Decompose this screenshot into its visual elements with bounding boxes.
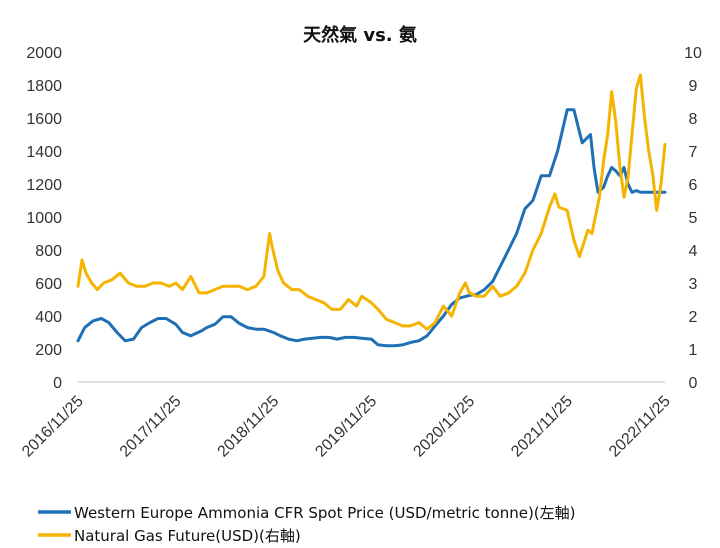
x-tick-label: 2020/11/25 [410, 393, 478, 461]
y-left-tick-label: 2000 [26, 45, 62, 62]
x-tick-label: 2016/11/25 [19, 393, 87, 461]
y-right-tick-label: 3 [689, 276, 698, 293]
y-left-tick-label: 200 [35, 342, 62, 359]
y-right-tick-label: 1 [689, 342, 698, 359]
x-axis: 2016/11/25 2017/11/25 2018/11/25 2019/11/25… [19, 393, 674, 461]
plot-area [76, 73, 667, 348]
chart-title: 天然氣 vs. 氨 [303, 24, 417, 46]
x-tick-label: 2017/11/25 [117, 393, 185, 461]
legend: Western Europe Ammonia CFR Spot Price (U… [38, 504, 576, 545]
y-left-tick-label: 600 [35, 276, 62, 293]
x-tick-label: 2022/11/25 [606, 393, 674, 461]
legend-label-ammonia: Western Europe Ammonia CFR Spot Price (U… [74, 504, 576, 522]
y-left-tick-label: 800 [35, 243, 62, 260]
y-right-tick-label: 10 [684, 45, 702, 62]
y-left-tick-label: 400 [35, 309, 62, 326]
y-right-tick-label: 6 [689, 177, 698, 194]
y-left-tick-label: 1800 [26, 78, 62, 95]
y-axis-right: 0 1 2 3 4 5 6 7 8 9 10 [684, 45, 702, 392]
x-tick-label: 2018/11/25 [215, 393, 283, 461]
y-left-tick-label: 1400 [26, 144, 62, 161]
y-right-tick-label: 4 [689, 243, 698, 260]
y-right-tick-label: 5 [689, 210, 698, 227]
y-left-tick-label: 1200 [26, 177, 62, 194]
y-right-tick-label: 9 [689, 78, 698, 95]
x-tick-label: 2021/11/25 [508, 393, 576, 461]
y-left-tick-label: 1000 [26, 210, 62, 227]
y-right-tick-label: 0 [689, 375, 698, 392]
legend-item-natural-gas: Natural Gas Future(USD)(右軸) [38, 527, 301, 545]
series-line-ammonia [76, 108, 667, 348]
y-left-tick-label: 0 [53, 375, 62, 392]
legend-item-ammonia: Western Europe Ammonia CFR Spot Price (U… [38, 504, 576, 522]
x-tick-label: 2019/11/25 [312, 393, 380, 461]
y-right-tick-label: 2 [689, 309, 698, 326]
y-left-tick-label: 1600 [26, 111, 62, 128]
legend-label-natural-gas: Natural Gas Future(USD)(右軸) [74, 527, 301, 545]
series-line-natural-gas [76, 73, 667, 331]
y-axis-left: 0 200 400 600 800 1000 1200 1400 1600 1800 2000 [26, 45, 62, 392]
y-right-tick-label: 8 [689, 111, 698, 128]
y-right-tick-label: 7 [689, 144, 698, 161]
